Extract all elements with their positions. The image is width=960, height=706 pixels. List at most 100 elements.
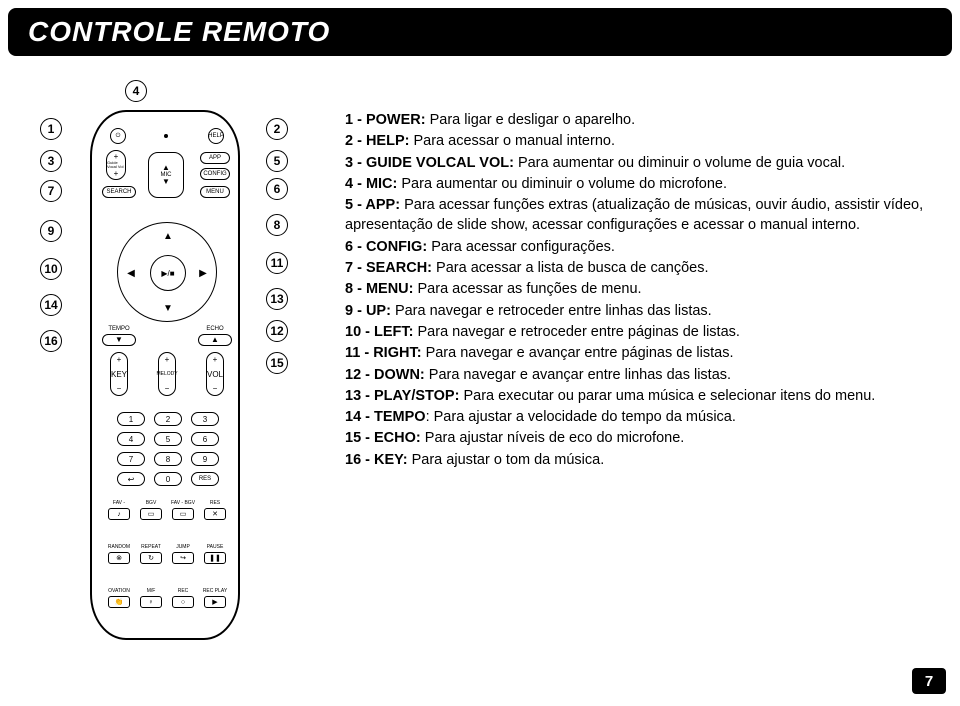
callout-12: 12: [266, 320, 288, 342]
callout-5: 5: [266, 150, 288, 172]
r2d-label: PAUSE: [202, 544, 228, 550]
help-button: HELP: [208, 128, 224, 144]
page-title: CONTROLE REMOTO: [28, 16, 932, 48]
desc-2: 2 - HELP: Para acessar o manual interno.: [345, 131, 940, 151]
desc-9-text: Para navegar e retroceder entre linhas d…: [391, 303, 712, 319]
desc-5-bold: 5 - APP:: [345, 197, 400, 213]
menu-button: MENU: [200, 186, 230, 198]
desc-4-text: Para aumentar ou diminuir o volume do mi…: [397, 176, 727, 192]
desc-3: 3 - GUIDE VOLCAL VOL: Para aumentar ou d…: [345, 153, 940, 173]
desc-8-text: Para acessar as funções de menu.: [413, 281, 641, 297]
r1c-btn: ▭: [172, 508, 194, 520]
r1d-btn: ✕: [204, 508, 226, 520]
callout-16: 16: [40, 330, 62, 352]
r2c-btn: ↪: [172, 552, 194, 564]
key-label: KEY: [111, 370, 127, 379]
desc-14: 14 - TEMPO: Para ajustar a velocidade do…: [345, 407, 940, 427]
r3d-btn: ▶: [204, 596, 226, 608]
callout-11: 11: [266, 252, 288, 274]
desc-9: 9 - UP: Para navegar e retroceder entre …: [345, 301, 940, 321]
desc-11-bold: 11 - RIGHT:: [345, 345, 422, 361]
echo-button: ▲: [198, 334, 232, 346]
num-5: 5: [154, 432, 182, 446]
remote-outline: ⏻ HELP + Guide Vocal Vol + ▲ MIC ▼ APP C…: [90, 110, 240, 640]
num-res: RES: [191, 472, 219, 486]
dpad-down: ▼: [161, 301, 175, 315]
down-icon: ▼: [162, 178, 170, 186]
r3c-btn: ○: [172, 596, 194, 608]
desc-3-bold: 3 - GUIDE VOLCAL VOL:: [345, 155, 514, 171]
callout-14: 14: [40, 294, 62, 316]
num-3: 3: [191, 412, 219, 426]
desc-6: 6 - CONFIG: Para acessar configurações.: [345, 237, 940, 257]
melody-rocker: + MELODY −: [158, 352, 176, 396]
desc-13: 13 - PLAY/STOP: Para executar ou parar u…: [345, 386, 940, 406]
desc-10-bold: 10 - LEFT:: [345, 324, 413, 340]
r2b-label: REPEAT: [138, 544, 164, 550]
desc-5-text: Para acessar funções extras (atualização…: [345, 197, 923, 233]
header-bar: CONTROLE REMOTO: [8, 8, 952, 56]
minus: −: [117, 384, 122, 393]
guide-label: Guide Vocal Vol: [107, 161, 125, 169]
r1a-label: FAV - SONG: [106, 500, 132, 506]
app-button: APP: [200, 152, 230, 164]
up-icon2: ▲: [211, 336, 219, 344]
desc-2-bold: 2 - HELP:: [345, 133, 409, 149]
ir-dot: [164, 134, 168, 138]
desc-12-text: Para navegar e avançar entre linhas das …: [425, 367, 731, 383]
description-panel: 1 - POWER: Para ligar e desligar o apare…: [335, 70, 960, 706]
desc-13-bold: 13 - PLAY/STOP:: [345, 388, 459, 404]
r3d-label: REC PLAY: [202, 588, 228, 594]
desc-1-bold: 1 - POWER:: [345, 112, 426, 128]
r3b-btn: ♀: [140, 596, 162, 608]
dpad-center: ▶/■: [150, 255, 186, 291]
tempo-button: ▼: [102, 334, 136, 346]
callout-4: 4: [125, 80, 147, 102]
desc-8-bold: 8 - MENU:: [345, 281, 413, 297]
desc-16-bold: 16 - KEY:: [345, 452, 408, 468]
minus: −: [213, 384, 218, 393]
callout-13: 13: [266, 288, 288, 310]
power-icon: ⏻: [116, 133, 121, 139]
num-9: 9: [191, 452, 219, 466]
key-rocker: + KEY −: [110, 352, 128, 396]
up-icon: ▲: [162, 164, 170, 172]
help-label: HELP: [208, 133, 224, 139]
r3b-label: M/F: [138, 588, 164, 594]
plus-icon2: +: [114, 169, 119, 178]
num-7: 7: [117, 452, 145, 466]
desc-16-text: Para ajustar o tom da música.: [408, 452, 605, 468]
desc-7: 7 - SEARCH: Para acessar a lista de busc…: [345, 258, 940, 278]
desc-8: 8 - MENU: Para acessar as funções de men…: [345, 279, 940, 299]
dpad: ▲ ▼ ◀ ▶ ▶/■: [117, 222, 217, 322]
func-row-3: OVATION👏 M/F♀ REC○ REC PLAY▶: [106, 588, 228, 608]
power-button: ⏻: [110, 128, 126, 144]
vol-label: VOL: [207, 370, 223, 379]
r2a-btn: ⊗: [108, 552, 130, 564]
config-button: CONFIG: [200, 168, 230, 180]
vol-rocker: + VOL −: [206, 352, 224, 396]
callout-15: 15: [266, 352, 288, 374]
desc-3-text: Para aumentar ou diminuir o volume de gu…: [514, 155, 845, 171]
mic-rocker: ▲ MIC ▼: [148, 152, 184, 198]
callout-9: 9: [40, 220, 62, 242]
callout-10: 10: [40, 258, 62, 280]
callout-7: 7: [40, 180, 62, 202]
num-0: 0: [154, 472, 182, 486]
num-1: 1: [117, 412, 145, 426]
dpad-right: ▶: [196, 266, 210, 280]
desc-16: 16 - KEY: Para ajustar o tom da música.: [345, 450, 940, 470]
desc-12-bold: 12 - DOWN:: [345, 367, 425, 383]
desc-7-bold: 7 - SEARCH:: [345, 260, 432, 276]
desc-6-bold: 6 - CONFIG:: [345, 239, 427, 255]
desc-2-text: Para acessar o manual interno.: [409, 133, 615, 149]
r3a-btn: 👏: [108, 596, 130, 608]
down-icon2: ▼: [115, 336, 123, 344]
func-row-1: FAV - SONG♪ BGV▭ FAV - BGV▭ RES CANCEL✕: [106, 500, 228, 520]
play-icon: ▶: [161, 269, 167, 278]
page-number: 7: [912, 668, 946, 694]
desc-1: 1 - POWER: Para ligar e desligar o apare…: [345, 110, 940, 130]
r1b-label: BGV: [138, 500, 164, 506]
desc-15-text: Para ajustar níveis de eco do microfone.: [421, 430, 685, 446]
desc-4: 4 - MIC: Para aumentar ou diminuir o vol…: [345, 174, 940, 194]
